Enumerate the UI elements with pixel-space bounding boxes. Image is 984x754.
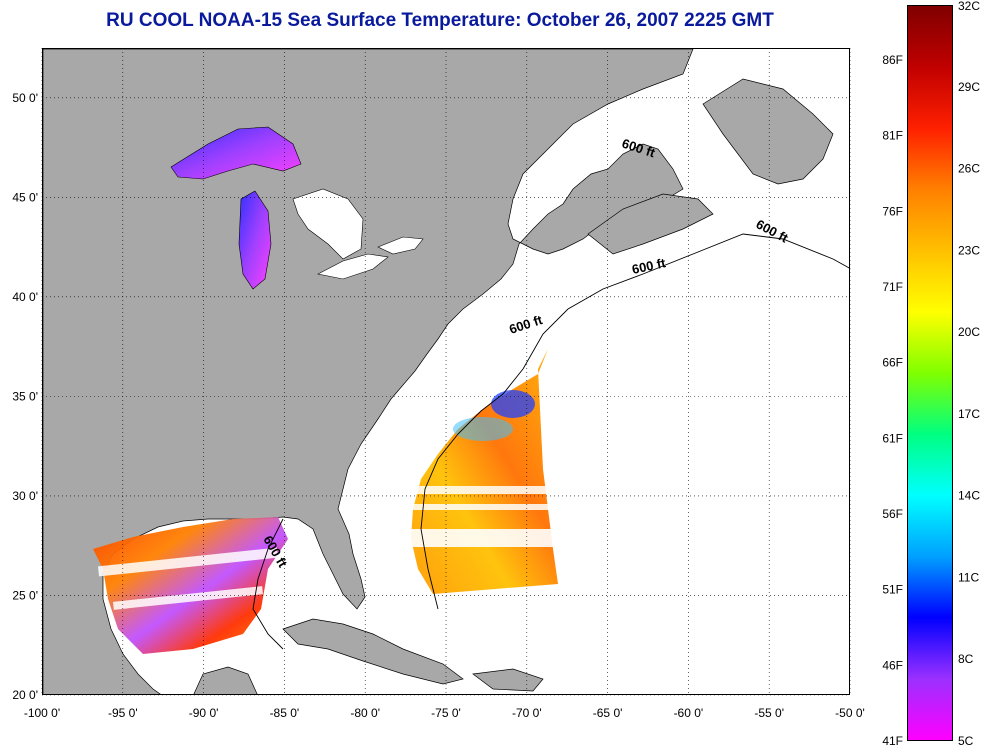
lat-tick-label: 20 0' [12,688,38,702]
contour-label-4: 600 ft [507,312,545,337]
lon-tick-label: -80 0' [350,706,380,720]
colorbar-fahrenheit-label: 76F [882,204,903,218]
lon-tick-label: -55 0' [754,706,784,720]
sst-swath-gap-2 [403,504,553,510]
colorbar-celsius-label: 23C [958,243,980,257]
sst-cold-eddy [491,390,535,418]
lat-tick-label: 50 0' [12,91,38,105]
colorbar-fahrenheit-label: 86F [882,53,903,67]
lon-tick-label: -65 0' [593,706,623,720]
contour-label-2: 600 ft [754,216,792,246]
lon-tick-label: -50 0' [835,706,865,720]
lat-tick-label: 45 0' [12,190,38,204]
lon-tick-label: -70 0' [512,706,542,720]
map-canvas: 600 ft 600 ft 600 ft 600 ft 600 ft [43,49,849,694]
colorbar-fahrenheit-label: 46F [882,658,903,672]
colorbar-celsius-label: 14C [958,489,980,503]
sst-swath-gap-3 [403,529,558,547]
sst-gulf-gap-2 [112,586,264,610]
sst-gulf-gap-1 [97,547,279,577]
colorbar-celsius-label: 29C [958,80,980,94]
lon-tick-label: -90 0' [189,706,219,720]
lon-tick-label: -100 0' [24,706,60,720]
colorbar-fahrenheit-label: 61F [882,431,903,445]
sst-swath-gap-1 [403,486,553,494]
colorbar-fahrenheit-label: 56F [882,507,903,521]
colorbar-fahrenheit-label: 71F [882,280,903,294]
lat-tick-label: 35 0' [12,389,38,403]
lon-tick-label: -95 0' [108,706,138,720]
lake-ontario [377,236,424,255]
lake-michigan [238,190,272,290]
sst-swath-gulf [93,517,288,654]
colorbar-celsius-label: 32C [958,0,980,13]
colorbar-fahrenheit-label: 51F [882,583,903,597]
colorbar-celsius-label: 8C [958,652,974,666]
colorbar-celsius-label: 17C [958,407,980,421]
colorbar-celsius-label: 26C [958,162,980,176]
colorbar-celsius-label: 5C [958,734,974,748]
lat-tick-label: 40 0' [12,290,38,304]
sst-cool-patch [453,417,513,441]
land-hispaniola [472,668,544,692]
map-title: RU COOL NOAA-15 Sea Surface Temperature:… [106,10,774,31]
colorbar-fahrenheit-label: 66F [882,356,903,370]
lake-erie [317,253,389,280]
land-nova-scotia [587,193,714,255]
lake-huron [292,188,364,260]
land-yucatan [193,666,258,694]
colorbar-fahrenheit-label: 41F [882,734,903,748]
land-north-america [43,49,694,694]
colorbar-celsius-label: 20C [958,325,980,339]
sst-map: 600 ft 600 ft 600 ft 600 ft 600 ft [42,48,850,695]
colorbar-fahrenheit-label: 81F [882,129,903,143]
lat-tick-label: 30 0' [12,489,38,503]
lon-tick-label: -60 0' [674,706,704,720]
lon-tick-label: -75 0' [431,706,461,720]
lat-tick-label: 25 0' [12,588,38,602]
land-cuba [282,618,464,685]
color-scale-bar [907,5,953,741]
colorbar-celsius-label: 11C [958,570,979,584]
contour-label-3: 600 ft [631,255,668,277]
lon-tick-label: -85 0' [270,706,300,720]
land-newfoundland [702,78,834,185]
